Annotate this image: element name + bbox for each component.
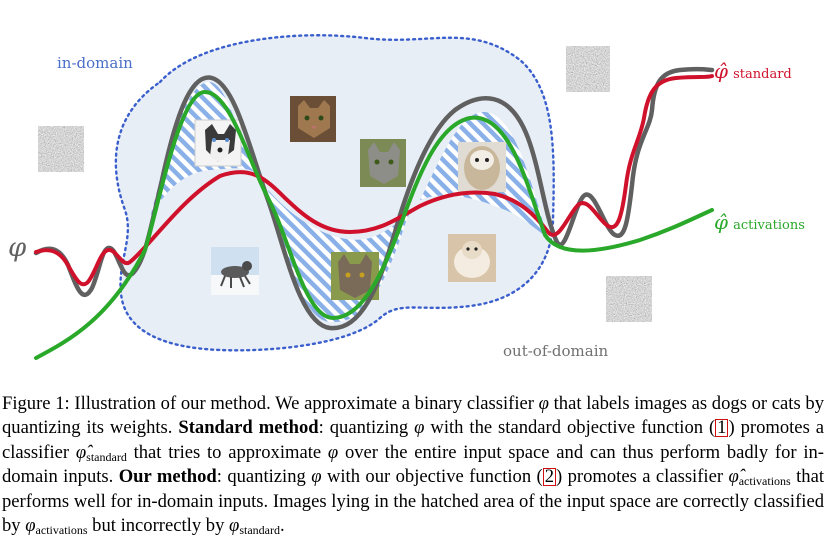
- in-domain-label: in-domain: [57, 54, 133, 72]
- caption-sub-standard: standard: [239, 523, 280, 538]
- caption-text-5: ) promotes a classifier: [2, 417, 824, 463]
- caption-sub-standard: standard: [86, 449, 127, 464]
- noise-patch-bottom-right: [606, 276, 652, 322]
- noise-patch-left: [38, 126, 84, 172]
- caption-sub-activations: activations: [738, 474, 791, 489]
- phi-standard-subscript: standard: [733, 67, 792, 82]
- caption-phi: φ: [414, 417, 425, 439]
- shih-tzu-image: [458, 142, 506, 192]
- caption-phi: φ: [311, 466, 322, 488]
- caption-text-4: with the standard objective function (: [424, 417, 716, 439]
- phi-activations-curve: [34, 89, 714, 360]
- caption-text-12: but incorrectly by: [87, 515, 230, 537]
- phi-standard-symbol: φ̂: [714, 59, 728, 83]
- caption-phi: φ: [538, 393, 549, 414]
- gray-cat-image: [360, 139, 406, 187]
- caption-text-6: that tries to approximate: [126, 441, 328, 463]
- phi-standard-label: φ̂ standard: [714, 59, 792, 83]
- caption-phi-hat: φ̂: [75, 441, 87, 463]
- figure-caption: Figure 1: Illustration of our method. We…: [2, 392, 824, 538]
- caption-phi: φ: [327, 441, 339, 463]
- caption-text-10: ) promotes a classifier: [556, 466, 729, 488]
- phi-activations-label: φ̂ activations: [714, 210, 805, 234]
- caption-text-13: .: [279, 515, 285, 537]
- caption-text-9: with our objective function (: [321, 466, 543, 488]
- caption-text-7: over the entire input space and can thus…: [2, 441, 824, 488]
- caption-phi: φ: [25, 515, 36, 537]
- equation-ref-1-link[interactable]: 1: [715, 417, 729, 439]
- method-illustration: in-domain out-of-domain φ φ̂ standard φ̂…: [8, 34, 805, 360]
- caption-phi: φ: [229, 515, 240, 537]
- running-husky-image: [211, 247, 259, 295]
- caption-text-2: that labels images as dogs or cats by qu…: [2, 393, 824, 439]
- caption-standard-method: Standard method: [178, 417, 319, 439]
- tabby-cat-image: [290, 96, 336, 142]
- caption-sub-activations: activations: [35, 523, 88, 538]
- caption-phi-hat: φ̂: [728, 466, 739, 488]
- caption-our-method: Our method: [118, 466, 217, 488]
- husky-image: [194, 119, 242, 167]
- phi-label: φ: [8, 233, 27, 263]
- phi-activations-symbol: φ̂: [714, 210, 728, 234]
- equation-ref-2-link[interactable]: 2: [542, 466, 557, 488]
- phi-activations-subscript: activations: [733, 218, 805, 233]
- out-of-domain-label: out-of-domain: [503, 342, 609, 360]
- caption-text-11: that performs well for in-domain inputs.…: [2, 466, 825, 537]
- caption-text-3: : quantizing: [318, 417, 415, 439]
- caption-text-8: : quantizing: [216, 466, 312, 488]
- phi-standard-curve: [34, 74, 714, 287]
- shih-tzu-standing-image: [448, 234, 496, 282]
- noise-patch-top-right: [566, 46, 610, 92]
- caption-text-1: Figure 1: Illustration of our method. We…: [2, 393, 539, 414]
